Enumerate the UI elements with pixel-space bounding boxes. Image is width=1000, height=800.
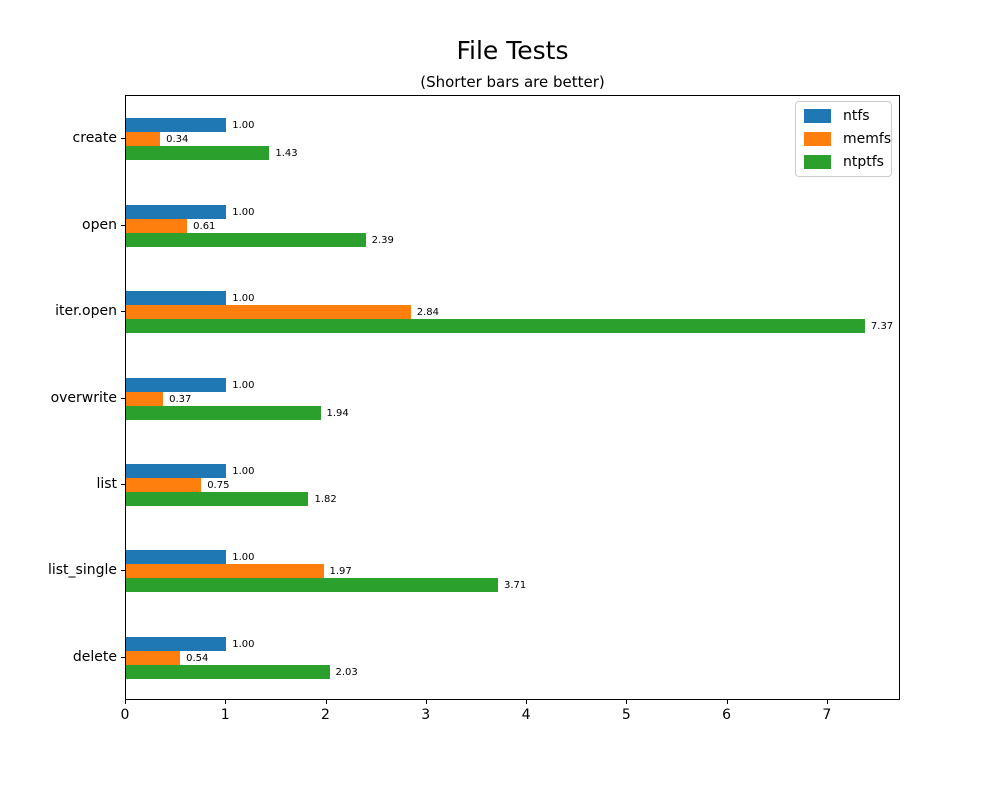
bar-value-label: 1.00 (232, 638, 255, 650)
bar-value-label: 0.37 (169, 393, 192, 405)
bar-value-label: 1.00 (232, 293, 255, 305)
y-tick-label: list (96, 475, 117, 492)
x-tick-label: 2 (321, 707, 330, 723)
bar-memfs-iter.open (126, 305, 411, 320)
bar-ntptfs-overwrite (126, 405, 321, 420)
x-tick (425, 700, 427, 704)
y-tick-label: open (82, 216, 117, 233)
legend-item-memfs: memfs (804, 131, 891, 147)
x-tick (526, 700, 528, 704)
bar-ntfs-list (126, 463, 227, 478)
y-tick-label: delete (72, 648, 117, 665)
y-tick (121, 483, 125, 485)
legend-item-ntptfs: ntptfs (804, 154, 884, 170)
y-tick (121, 311, 125, 313)
bar-ntptfs-iter.open (126, 319, 865, 334)
legend: ntfs memfs ntptfs (795, 101, 892, 177)
bar-value-label: 0.75 (207, 479, 230, 491)
bar-ntptfs-create (126, 146, 270, 161)
legend-label: memfs (843, 131, 892, 147)
y-tick (121, 397, 125, 399)
bar-value-label: 1.97 (329, 566, 352, 578)
y-tick-label: list_single (47, 562, 117, 579)
bar-ntfs-delete (126, 636, 227, 651)
x-tick (826, 700, 828, 704)
bar-value-label: 1.00 (232, 552, 255, 564)
bar-value-label: 0.54 (186, 652, 209, 664)
x-tick (125, 700, 126, 704)
bar-memfs-open (126, 218, 188, 233)
bar-ntptfs-open (126, 232, 366, 247)
y-tick (121, 224, 125, 226)
x-tick-label: 1 (220, 707, 230, 723)
y-tick-label: overwrite (50, 389, 117, 406)
bar-memfs-delete (126, 650, 181, 665)
y-tick (121, 656, 125, 658)
x-tick-label: 5 (621, 707, 631, 723)
x-tick (225, 700, 227, 704)
bar-value-label: 0.34 (166, 134, 189, 146)
legend-swatch-memfs (804, 132, 831, 146)
bar-ntfs-open (126, 204, 227, 219)
x-tick (626, 700, 628, 704)
plot-area: 1.00 0.34 1.43 1.00 0.61 2.39 1.00 2.84 7.37 1.00… (125, 95, 900, 700)
legend-item-ntfs: ntfs (804, 108, 883, 124)
legend-label: ntfs (843, 108, 870, 124)
bar-memfs-create (126, 132, 161, 147)
bar-value-label: 2.84 (416, 307, 439, 319)
y-tick-label: iter.open (55, 303, 117, 320)
bar-ntfs-create (126, 118, 227, 133)
y-tick (121, 570, 125, 572)
bar-value-label: 1.00 (232, 120, 255, 132)
bar-ntptfs-list (126, 491, 309, 506)
y-tick-label: create (72, 130, 117, 147)
bar-memfs-list (126, 477, 202, 492)
chart-subtitle: (Shorter bars are better) (420, 73, 605, 91)
bar-value-label: 2.03 (335, 666, 358, 678)
x-tick (325, 700, 327, 704)
x-tick-label: 7 (822, 707, 832, 723)
x-tick-label: 0 (120, 707, 130, 723)
x-tick-label: 3 (421, 707, 431, 723)
legend-swatch-ntptfs (804, 155, 831, 169)
bar-value-label: 1.00 (232, 206, 255, 218)
bar-value-label: 1.00 (232, 379, 255, 391)
x-tick-label: 4 (521, 707, 531, 723)
bar-ntfs-overwrite (126, 377, 227, 392)
chart-title: File Tests (456, 36, 569, 65)
bar-ntfs-list_single (126, 550, 227, 565)
bar-value-label: 1.94 (326, 407, 349, 419)
y-tick (121, 138, 125, 140)
bar-ntfs-iter.open (126, 291, 227, 306)
bar-value-label: 3.71 (503, 580, 527, 592)
bar-value-label: 1.00 (232, 465, 255, 477)
bar-value-label: 1.82 (314, 493, 337, 505)
legend-swatch-ntfs (804, 109, 831, 123)
x-tick-label: 6 (722, 707, 731, 723)
bar-value-label: 7.37 (870, 321, 894, 333)
bar-value-label: 0.61 (193, 220, 216, 232)
bar-value-label: 1.43 (275, 148, 298, 160)
legend-label: ntptfs (843, 154, 884, 170)
bar-ntptfs-delete (126, 664, 330, 679)
bar-value-label: 2.39 (371, 234, 394, 246)
x-tick (726, 700, 728, 704)
bar-memfs-list_single (126, 564, 324, 579)
bar-memfs-overwrite (126, 391, 164, 406)
bar-ntptfs-list_single (126, 578, 498, 593)
